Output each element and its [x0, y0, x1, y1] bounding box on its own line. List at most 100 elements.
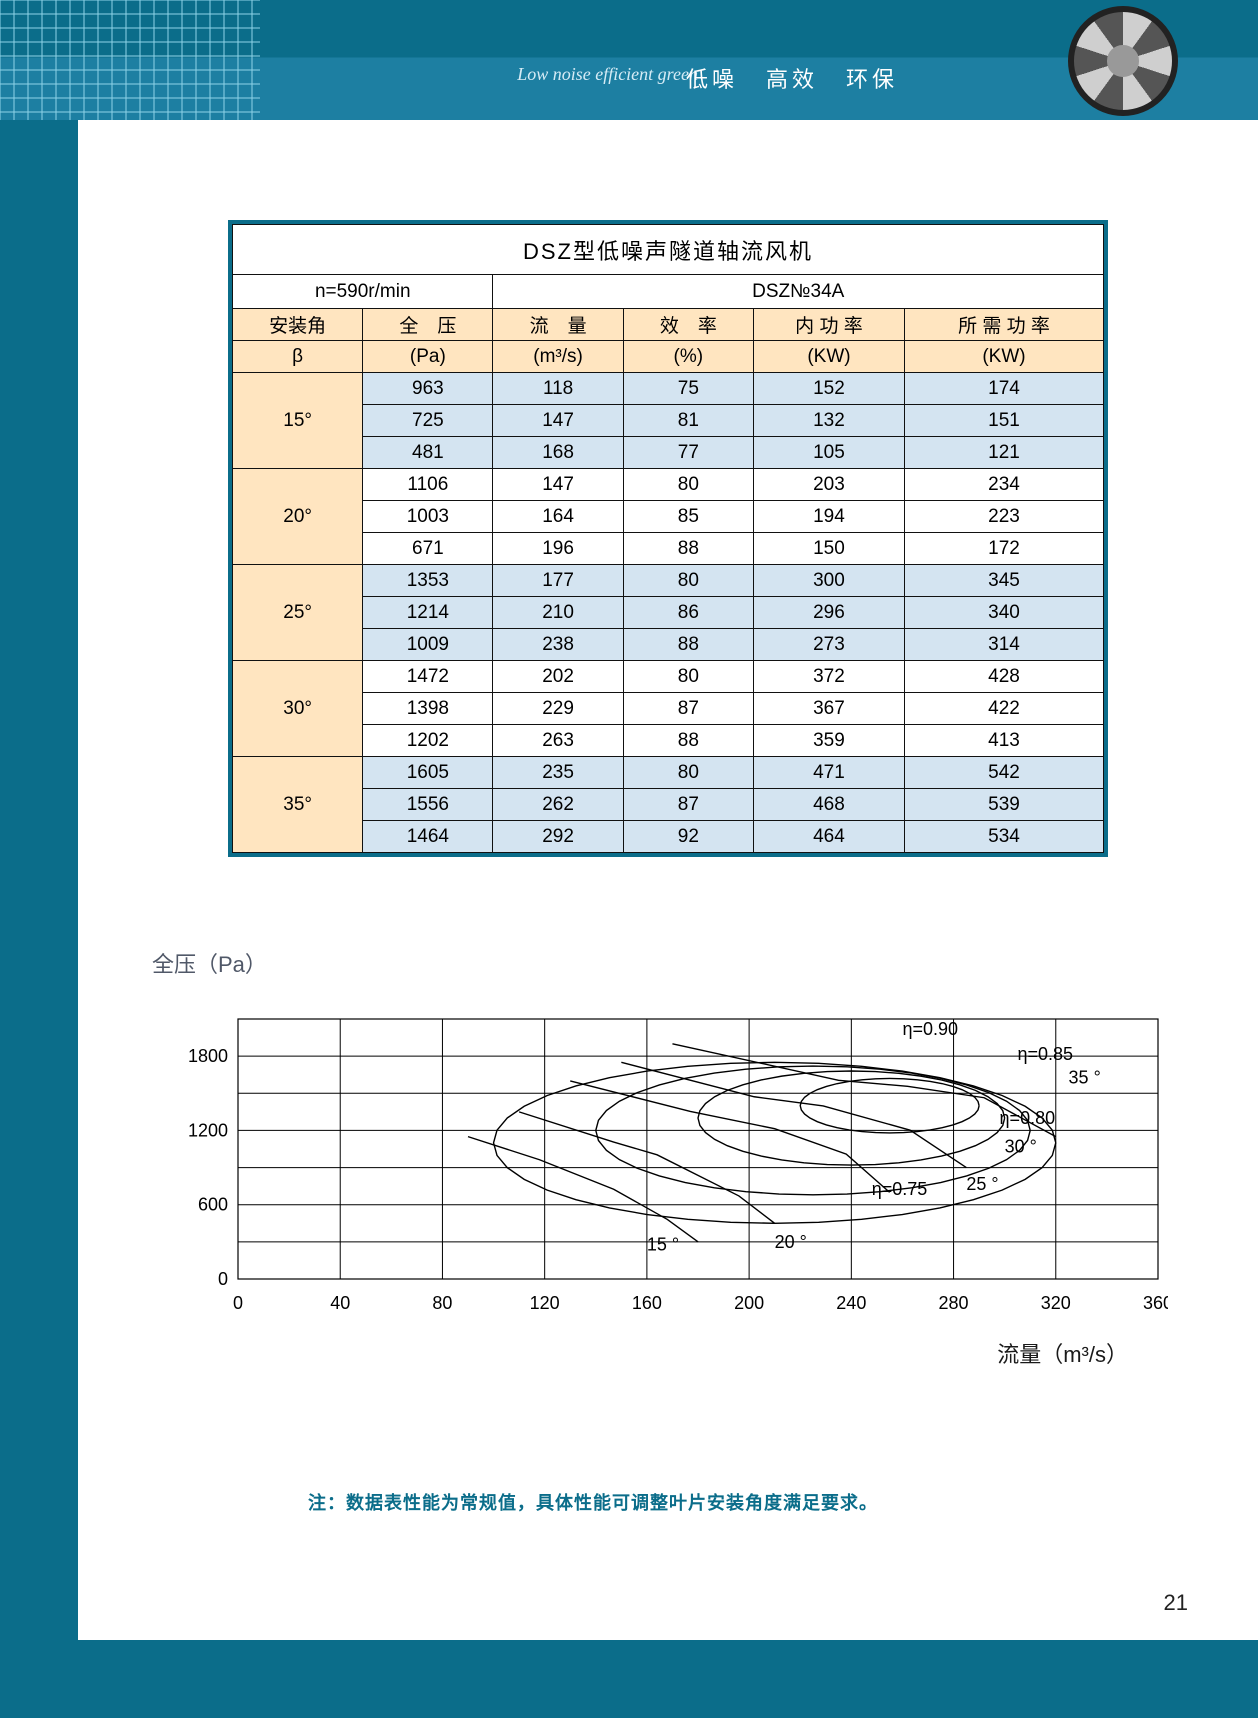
col-subheader: β: [233, 341, 363, 373]
svg-text:20 °: 20 °: [775, 1232, 807, 1252]
data-cell: 1106: [363, 469, 493, 501]
data-cell: 345: [904, 565, 1103, 597]
table-row: 15°96311875152174: [233, 373, 1104, 405]
angle-cell: 20°: [233, 469, 363, 565]
data-cell: 85: [623, 501, 753, 533]
svg-text:0: 0: [218, 1269, 228, 1289]
svg-text:40: 40: [330, 1293, 350, 1313]
table-meta-left: n=590r/min: [233, 275, 493, 309]
data-cell: 229: [493, 693, 623, 725]
fan-wheel-icon: [1068, 6, 1178, 116]
data-cell: 468: [753, 789, 904, 821]
header-slogan-cn: 低噪 高效 环保: [686, 62, 898, 94]
table-row: 100316485194223: [233, 501, 1104, 533]
header-grid-icon: [0, 0, 260, 120]
table-row: 25°135317780300345: [233, 565, 1104, 597]
data-cell: 152: [753, 373, 904, 405]
data-cell: 1214: [363, 597, 493, 629]
data-cell: 80: [623, 565, 753, 597]
data-cell: 367: [753, 693, 904, 725]
data-cell: 88: [623, 725, 753, 757]
data-cell: 168: [493, 437, 623, 469]
data-cell: 210: [493, 597, 623, 629]
data-cell: 1009: [363, 629, 493, 661]
page-content: DSZ型低噪声隧道轴流风机 n=590r/min DSZ№34A 安装角 全 压…: [78, 120, 1258, 1640]
data-cell: 80: [623, 469, 753, 501]
data-cell: 1605: [363, 757, 493, 789]
svg-text:η=0.75: η=0.75: [872, 1179, 928, 1199]
col-subheader: (m³/s): [493, 341, 623, 373]
data-cell: 359: [753, 725, 904, 757]
data-cell: 238: [493, 629, 623, 661]
data-cell: 150: [753, 533, 904, 565]
data-cell: 147: [493, 405, 623, 437]
svg-text:30 °: 30 °: [1005, 1137, 1037, 1157]
svg-text:320: 320: [1041, 1293, 1071, 1313]
footnote: 注：数据表性能为常规值，具体性能可调整叶片安装角度满足要求。: [308, 1489, 1208, 1515]
svg-text:200: 200: [734, 1293, 764, 1313]
data-cell: 534: [904, 821, 1103, 853]
page-number: 21: [1164, 1590, 1188, 1616]
data-cell: 174: [904, 373, 1103, 405]
angle-cell: 15°: [233, 373, 363, 469]
svg-text:25 °: 25 °: [966, 1174, 998, 1194]
data-cell: 77: [623, 437, 753, 469]
angle-cell: 25°: [233, 565, 363, 661]
header-tag: 低噪: [686, 62, 738, 94]
data-cell: 164: [493, 501, 623, 533]
angle-cell: 35°: [233, 757, 363, 853]
table-row: 67119688150172: [233, 533, 1104, 565]
data-cell: 372: [753, 661, 904, 693]
data-cell: 235: [493, 757, 623, 789]
svg-text:η=0.85: η=0.85: [1017, 1044, 1073, 1064]
data-cell: 273: [753, 629, 904, 661]
data-cell: 177: [493, 565, 623, 597]
table-row: 100923888273314: [233, 629, 1104, 661]
data-cell: 234: [904, 469, 1103, 501]
col-header: 效 率: [623, 309, 753, 341]
svg-text:240: 240: [836, 1293, 866, 1313]
data-cell: 1556: [363, 789, 493, 821]
svg-text:160: 160: [632, 1293, 662, 1313]
angle-cell: 30°: [233, 661, 363, 757]
header-tag: 环保: [846, 62, 898, 94]
header-slogan-en: Low noise efficient green: [517, 64, 698, 85]
data-cell: 300: [753, 565, 904, 597]
chart-x-label: 流量（m³/s）: [128, 1337, 1128, 1369]
data-cell: 88: [623, 629, 753, 661]
table-row: 20°110614780203234: [233, 469, 1104, 501]
frame-bottom: [0, 1640, 1258, 1718]
svg-text:120: 120: [530, 1293, 560, 1313]
data-cell: 671: [363, 533, 493, 565]
data-cell: 194: [753, 501, 904, 533]
data-cell: 88: [623, 533, 753, 565]
svg-text:η=0.90: η=0.90: [902, 1019, 958, 1039]
table-meta-right: DSZ№34A: [493, 275, 1104, 309]
data-cell: 314: [904, 629, 1103, 661]
data-cell: 1398: [363, 693, 493, 725]
data-cell: 86: [623, 597, 753, 629]
svg-text:35 °: 35 °: [1069, 1067, 1101, 1087]
data-cell: 87: [623, 693, 753, 725]
svg-text:80: 80: [432, 1293, 452, 1313]
frame-left: [0, 0, 78, 1718]
data-cell: 1003: [363, 501, 493, 533]
data-cell: 262: [493, 789, 623, 821]
data-cell: 87: [623, 789, 753, 821]
data-cell: 263: [493, 725, 623, 757]
data-cell: 725: [363, 405, 493, 437]
table-row: 30°147220280372428: [233, 661, 1104, 693]
svg-text:15 °: 15 °: [647, 1235, 679, 1255]
svg-text:600: 600: [198, 1195, 228, 1215]
chart-y-label: 全压（Pa）: [152, 947, 1208, 979]
col-subheader: (%): [623, 341, 753, 373]
data-cell: 1353: [363, 565, 493, 597]
table-row: 121421086296340: [233, 597, 1104, 629]
table-row: 48116877105121: [233, 437, 1104, 469]
svg-text:1200: 1200: [188, 1120, 228, 1140]
data-cell: 118: [493, 373, 623, 405]
col-subheader: (Pa): [363, 341, 493, 373]
data-cell: 121: [904, 437, 1103, 469]
col-subheader: (KW): [904, 341, 1103, 373]
data-cell: 471: [753, 757, 904, 789]
